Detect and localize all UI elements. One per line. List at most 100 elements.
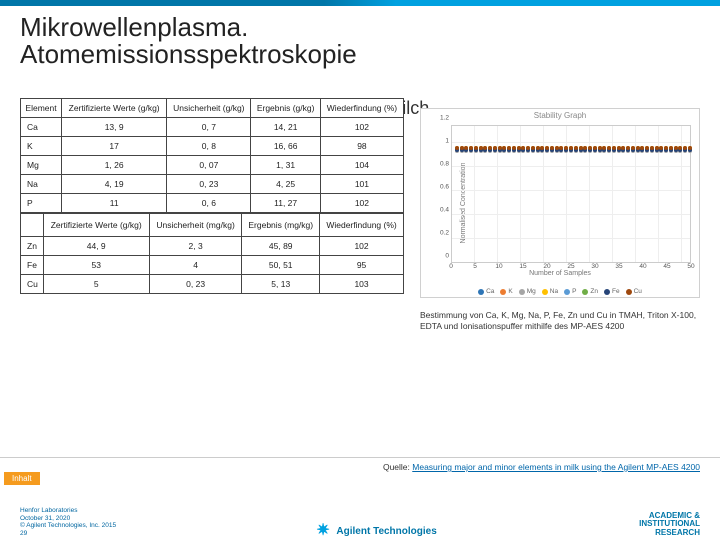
cell: 0, 8 bbox=[167, 137, 251, 156]
col-header: Wiederfindung (%) bbox=[320, 99, 403, 118]
cell: Mg bbox=[21, 156, 62, 175]
cell: 17 bbox=[62, 137, 167, 156]
footer-org: Henfor Laboratories bbox=[20, 507, 116, 515]
table-row: Na4, 190, 234, 25101 bbox=[21, 175, 404, 194]
legend-marker-icon bbox=[604, 289, 610, 295]
footer-right: ACADEMIC & INSTITUTIONAL RESEARCH bbox=[639, 512, 700, 538]
data-tables: ElementZertifizierte Werte (g/kg)Unsiche… bbox=[20, 98, 404, 294]
cell: 0, 07 bbox=[167, 156, 251, 175]
cell: 0, 23 bbox=[167, 175, 251, 194]
footer-brand: Agilent Technologies bbox=[318, 524, 436, 538]
cell: 102 bbox=[320, 237, 404, 256]
inhalt-button[interactable]: Inhalt bbox=[4, 472, 40, 485]
cell: 1, 26 bbox=[62, 156, 167, 175]
col-header: Ergebnis (g/kg) bbox=[251, 99, 320, 118]
cell: 0, 23 bbox=[149, 275, 242, 294]
chart-caption: Bestimmung von Ca, K, Mg, Na, P, Fe, Zn … bbox=[420, 310, 700, 331]
legend-item: Mg bbox=[519, 288, 536, 295]
legend-marker-icon bbox=[519, 289, 525, 295]
col-header: Zertifizierte Werte (g/kg) bbox=[62, 99, 167, 118]
cell: 16, 66 bbox=[251, 137, 320, 156]
legend-label: Zn bbox=[590, 288, 598, 295]
chart-plot-area bbox=[451, 125, 691, 263]
cell: Na bbox=[21, 175, 62, 194]
cell: 5 bbox=[43, 275, 149, 294]
cell: 44, 9 bbox=[43, 237, 149, 256]
agilent-spark-icon bbox=[318, 524, 332, 538]
cell: 53 bbox=[43, 256, 149, 275]
legend-item: Cu bbox=[626, 288, 642, 295]
cell: 101 bbox=[320, 175, 403, 194]
legend-label: Cu bbox=[634, 288, 642, 295]
legend-marker-icon bbox=[626, 289, 632, 295]
legend-marker-icon bbox=[500, 289, 506, 295]
col-header: Unsicherheit (mg/kg) bbox=[149, 214, 242, 237]
legend-marker-icon bbox=[478, 289, 484, 295]
cell: 11, 27 bbox=[251, 194, 320, 213]
table-row: K170, 816, 6698 bbox=[21, 137, 404, 156]
stability-chart: Stability Graph Normalised Concentration… bbox=[420, 108, 700, 298]
legend-marker-icon bbox=[582, 289, 588, 295]
cell: K bbox=[21, 137, 62, 156]
cell: 4, 19 bbox=[62, 175, 167, 194]
table-row: Mg1, 260, 071, 31104 bbox=[21, 156, 404, 175]
cell: 104 bbox=[320, 156, 403, 175]
legend-marker-icon bbox=[564, 289, 570, 295]
cell: 13, 9 bbox=[62, 118, 167, 137]
cell: Fe bbox=[21, 256, 44, 275]
cell: Zn bbox=[21, 237, 44, 256]
cell: 50, 51 bbox=[242, 256, 320, 275]
brand-text: Agilent Technologies bbox=[336, 526, 436, 537]
source-link[interactable]: Measuring major and minor elements in mi… bbox=[412, 462, 700, 472]
col-header bbox=[21, 214, 44, 237]
col-header: Zertifizierte Werte (g/kg) bbox=[43, 214, 149, 237]
legend-label: P bbox=[572, 288, 576, 295]
col-header: Element bbox=[21, 99, 62, 118]
legend-item: Ca bbox=[478, 288, 494, 295]
legend-item: Na bbox=[542, 288, 558, 295]
cell: 14, 21 bbox=[251, 118, 320, 137]
top-accent-bar bbox=[0, 0, 720, 6]
cell: 4 bbox=[149, 256, 242, 275]
chart-xlabel: Number of Samples bbox=[421, 270, 699, 277]
legend-item: K bbox=[500, 288, 512, 295]
col-header: Ergebnis (mg/kg) bbox=[242, 214, 320, 237]
cell: 0, 7 bbox=[167, 118, 251, 137]
cell: 102 bbox=[320, 118, 403, 137]
cell: 95 bbox=[320, 256, 404, 275]
cell: 45, 89 bbox=[242, 237, 320, 256]
chart-legend: Ca K Mg Na P Zn Fe Cu bbox=[429, 288, 691, 295]
legend-label: K bbox=[508, 288, 512, 295]
cell: 102 bbox=[320, 194, 403, 213]
table-row: Fe53450, 5195 bbox=[21, 256, 404, 275]
table-row: P110, 611, 27102 bbox=[21, 194, 404, 213]
footer: Henfor Laboratories October 31, 2020 © A… bbox=[0, 490, 720, 540]
cell: P bbox=[21, 194, 62, 213]
cell: 0, 6 bbox=[167, 194, 251, 213]
cell: Cu bbox=[21, 275, 44, 294]
chart-yticks: 00.20.40.60.811.2 bbox=[437, 125, 449, 263]
chart-title: Stability Graph bbox=[421, 111, 699, 120]
table-row: Cu50, 235, 13103 bbox=[21, 275, 404, 294]
legend-label: Ca bbox=[486, 288, 494, 295]
cell: 1, 31 bbox=[251, 156, 320, 175]
cell: 5, 13 bbox=[242, 275, 320, 294]
table-minor-elements: Zertifizierte Werte (g/kg)Unsicherheit (… bbox=[20, 213, 404, 294]
title-line-2: Atomemissionsspektroskopie bbox=[20, 39, 357, 69]
col-header: Unsicherheit (g/kg) bbox=[167, 99, 251, 118]
legend-label: Mg bbox=[527, 288, 536, 295]
legend-item: Zn bbox=[582, 288, 598, 295]
legend-marker-icon bbox=[542, 289, 548, 295]
legend-label: Na bbox=[550, 288, 558, 295]
cell: 11 bbox=[62, 194, 167, 213]
cell: 4, 25 bbox=[251, 175, 320, 194]
source-line: Quelle: Measuring major and minor elemen… bbox=[0, 457, 720, 472]
legend-item: Fe bbox=[604, 288, 620, 295]
source-prefix: Quelle: bbox=[383, 462, 412, 472]
cell: 103 bbox=[320, 275, 404, 294]
col-header: Wiederfindung (%) bbox=[320, 214, 404, 237]
title-line-1: Mikrowellenplasma. bbox=[20, 12, 248, 42]
table-major-elements: ElementZertifizierte Werte (g/kg)Unsiche… bbox=[20, 98, 404, 213]
cell: 2, 3 bbox=[149, 237, 242, 256]
legend-item: P bbox=[564, 288, 576, 295]
